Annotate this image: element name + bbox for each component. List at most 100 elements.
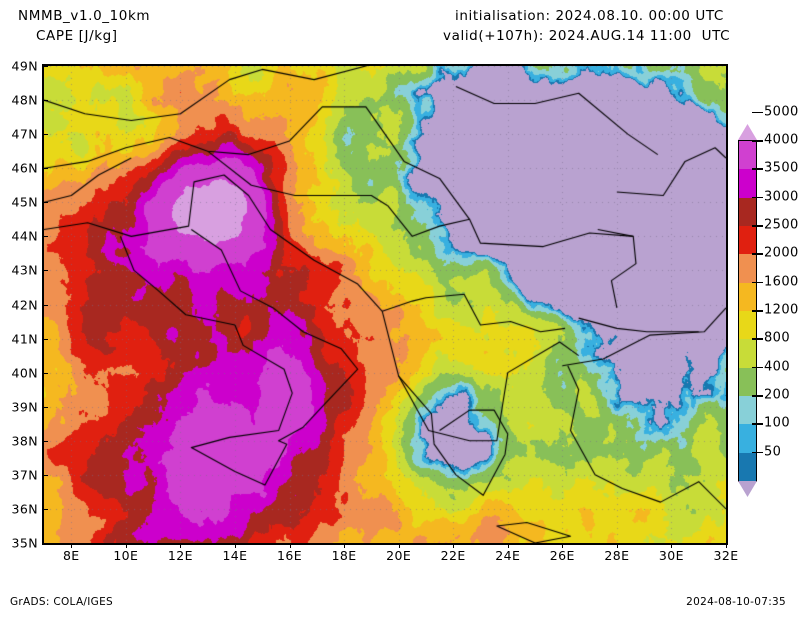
colorbar-tick — [752, 451, 763, 454]
y-tick-mark — [43, 66, 48, 67]
field-name-label: CAPE [J/kg] — [36, 28, 118, 44]
x-tick-mark — [180, 543, 182, 548]
colorbar-tick — [752, 111, 763, 114]
y-tick-label: 47N — [11, 126, 38, 142]
x-tick-mark — [344, 543, 346, 548]
colorbar-level-label: 400 — [764, 359, 791, 375]
x-tick-label: 14E — [222, 548, 248, 563]
colorbar-band — [739, 339, 756, 368]
grads-credit-label: GrADS: COLA/IGES — [10, 596, 114, 608]
y-tick-label: 48N — [11, 92, 38, 108]
colorbar-tick — [752, 168, 763, 170]
colorbar-tick — [752, 281, 763, 284]
y-tick-mark — [43, 202, 48, 204]
x-tick-mark — [453, 543, 455, 548]
colorbar-tick — [752, 253, 763, 255]
colorbar-band — [739, 282, 756, 311]
y-tick-mark — [43, 508, 48, 510]
x-tick-label: 18E — [331, 548, 357, 563]
y-tick-label: 42N — [11, 297, 38, 312]
render-timestamp-label: 2024-08-10-07:35 — [686, 596, 786, 608]
cape-field-heatmap — [44, 66, 726, 543]
y-tick-label: 44N — [11, 228, 38, 244]
colorbar-tick — [752, 196, 763, 199]
y-tick-mark — [43, 440, 48, 442]
y-tick-label: 40N — [11, 365, 38, 381]
y-tick-mark — [43, 134, 48, 136]
colorbar-tick — [752, 140, 763, 142]
colorbar-level-label: 100 — [764, 415, 791, 431]
x-tick-mark — [726, 543, 727, 548]
y-tick-mark — [43, 543, 48, 544]
x-tick-label: 20E — [386, 548, 412, 563]
x-tick-label: 30E — [658, 548, 684, 563]
colorbar-level-label: 3500 — [764, 160, 799, 176]
colorbar-tick — [752, 225, 763, 227]
y-tick-label: 37N — [11, 467, 38, 483]
colorbar-band — [739, 395, 756, 425]
colorbar-tick — [752, 310, 763, 312]
colorbar — [738, 140, 757, 482]
colorbar-tick — [752, 366, 763, 369]
colorbar-level-label: 1600 — [764, 274, 799, 290]
colorbar-level-label: 2500 — [764, 217, 799, 233]
colorbar-tick — [752, 395, 763, 397]
model-name-label: NMMB_v1.0_10km — [18, 8, 151, 24]
x-tick-mark — [289, 543, 291, 548]
colorbar-band — [739, 141, 756, 170]
y-tick-label: 41N — [11, 331, 38, 347]
colorbar-under-wedge — [738, 481, 757, 497]
colorbar-tick — [752, 338, 763, 340]
y-tick-label: 46N — [11, 160, 38, 176]
valid-time-label: valid(+107h): 2024.AUG.14 11:00 UTC — [443, 28, 731, 44]
x-tick-label: 26E — [549, 548, 575, 563]
colorbar-band — [739, 424, 756, 453]
y-tick-label: 45N — [11, 194, 38, 210]
y-tick-mark — [43, 270, 48, 272]
x-tick-mark — [616, 543, 618, 548]
colorbar-band — [739, 197, 756, 226]
x-tick-label: 22E — [440, 548, 466, 563]
x-tick-mark — [562, 543, 564, 548]
y-tick-mark — [43, 474, 48, 476]
map-plot-area — [42, 64, 728, 545]
x-tick-label: 10E — [113, 548, 139, 563]
y-tick-mark — [43, 304, 48, 306]
x-tick-label: 16E — [277, 548, 303, 563]
colorbar-band — [739, 254, 756, 283]
colorbar-tick — [752, 423, 763, 425]
y-tick-mark — [43, 168, 48, 170]
y-tick-label: 43N — [11, 262, 38, 278]
colorbar-over-wedge — [738, 124, 757, 140]
x-tick-label: 24E — [495, 548, 521, 563]
colorbar-band — [739, 452, 756, 481]
y-tick-mark — [43, 100, 48, 102]
y-tick-mark — [43, 338, 48, 340]
y-tick-label: 36N — [11, 501, 38, 517]
colorbar-level-label: 5000 — [764, 104, 799, 120]
x-tick-mark — [398, 543, 400, 548]
colorbar-band — [739, 169, 756, 198]
x-tick-mark — [671, 543, 673, 548]
colorbar-level-label: 2000 — [764, 245, 799, 261]
y-tick-mark — [43, 236, 48, 238]
initialisation-time-label: initialisation: 2024.08.10. 00:00 UTC — [455, 8, 724, 24]
colorbar-band — [739, 367, 756, 396]
colorbar-band — [739, 310, 756, 340]
y-tick-label: 38N — [11, 433, 38, 449]
x-tick-mark — [507, 543, 509, 548]
x-tick-label: 28E — [604, 548, 630, 563]
x-tick-mark — [234, 543, 236, 548]
colorbar-level-label: 200 — [764, 387, 791, 403]
x-tick-label: 12E — [167, 548, 193, 563]
x-tick-mark — [125, 543, 127, 548]
colorbar-level-label: 800 — [764, 330, 791, 346]
x-tick-label: 32E — [713, 548, 739, 563]
y-tick-label: 35N — [11, 535, 38, 551]
colorbar-level-label: 1200 — [764, 302, 799, 318]
y-tick-mark — [43, 372, 48, 374]
x-tick-label: 8E — [62, 548, 80, 563]
colorbar-level-label: 50 — [764, 444, 782, 460]
y-tick-label: 49N — [11, 58, 38, 74]
x-tick-mark — [71, 543, 73, 548]
